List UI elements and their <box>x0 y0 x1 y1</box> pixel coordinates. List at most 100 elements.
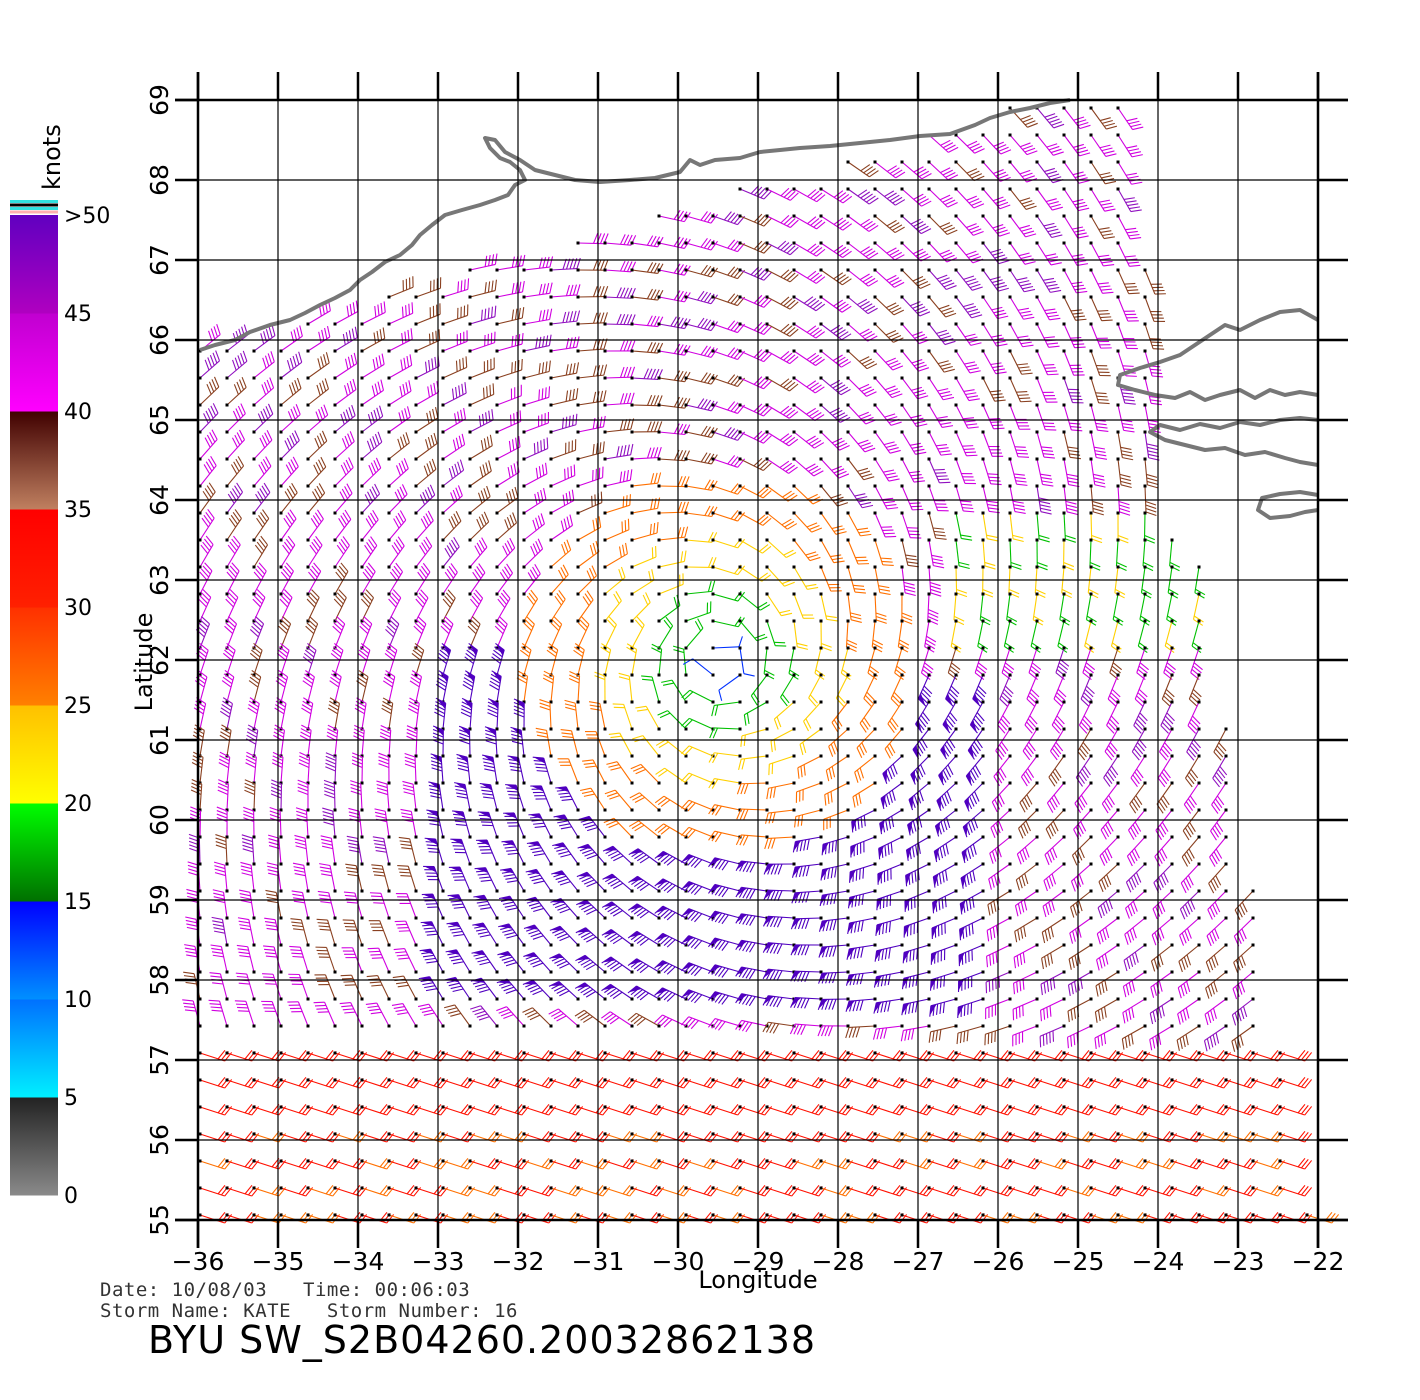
wind-barb <box>740 727 769 747</box>
wind-barb <box>1101 781 1120 814</box>
wind-barb <box>549 362 580 380</box>
wind-barb <box>1179 889 1201 920</box>
legend-overflow-stripe <box>10 210 58 214</box>
wind-barb <box>441 278 470 299</box>
wind-barb <box>612 703 634 731</box>
wind-barb <box>735 913 769 926</box>
wind-barb <box>576 259 609 272</box>
wind-barb <box>385 616 400 650</box>
wind-barb <box>1210 808 1228 841</box>
wind-barb <box>817 997 850 1010</box>
wind-barb <box>657 501 690 515</box>
wind-barb <box>954 295 983 319</box>
wind-barb <box>954 268 983 291</box>
wind-barb <box>1150 943 1174 972</box>
wind-barb <box>577 843 607 866</box>
wind-barb <box>198 403 219 434</box>
wind-barb <box>1089 403 1109 432</box>
wind-barb <box>1231 997 1255 1026</box>
wind-barb <box>1143 376 1162 406</box>
wind-barb <box>1188 673 1202 707</box>
wind-barb <box>423 865 445 893</box>
wind-barb <box>1089 106 1118 130</box>
legend-band <box>10 411 58 510</box>
legend-band <box>10 313 58 412</box>
wind-barb <box>630 592 651 623</box>
wind-barb <box>1203 1024 1228 1052</box>
wind-barb <box>468 434 493 461</box>
wind-barb <box>279 456 299 488</box>
wind-barb <box>1149 997 1174 1025</box>
wind-barb <box>735 939 769 953</box>
wind-barb <box>790 997 823 1009</box>
wind-barb <box>441 356 468 380</box>
wind-barb <box>501 840 526 866</box>
legend-tick-label: 40 <box>64 400 92 425</box>
wind-barb <box>1136 646 1149 681</box>
wind-barb <box>999 673 1014 707</box>
storm-name-label: Storm Name: <box>100 1300 232 1322</box>
wind-barb <box>954 538 970 570</box>
wind-barb <box>819 619 832 652</box>
wind-barb <box>846 160 879 178</box>
legend-tick-label: >50 <box>64 204 110 229</box>
wind-barb <box>468 537 488 569</box>
wind-barb <box>627 985 661 1001</box>
wind-barb <box>765 538 797 558</box>
wind-barb <box>1039 997 1066 1022</box>
wind-barb <box>247 697 260 731</box>
wind-barb <box>576 390 607 407</box>
wind-barb <box>630 262 664 274</box>
wind-barb <box>366 975 391 1001</box>
wind-barb <box>765 457 798 474</box>
wind-barb <box>387 302 414 326</box>
wind-barb <box>1046 781 1066 813</box>
wind-barb <box>1035 268 1062 293</box>
wind-barb <box>1089 511 1103 544</box>
wind-barb <box>302 670 315 704</box>
wind-barb <box>873 430 901 454</box>
wind-barb <box>209 972 229 1001</box>
wind-barb <box>1150 970 1174 998</box>
wind-barb <box>360 431 383 461</box>
wind-barb <box>711 636 743 650</box>
wind-barb <box>225 403 246 434</box>
wind-barb <box>933 835 958 863</box>
wind-barb <box>873 592 887 624</box>
wind-barb <box>398 836 418 866</box>
wind-barb <box>981 538 996 570</box>
wind-barb <box>319 863 337 893</box>
wind-barb <box>513 698 526 731</box>
wind-barb <box>792 565 819 590</box>
wind-barb <box>657 573 684 596</box>
wind-barb <box>441 536 460 569</box>
wind-barb <box>576 616 590 650</box>
wind-barb <box>432 725 445 758</box>
wind-barb <box>495 461 520 488</box>
wind-barb <box>414 536 433 569</box>
wind-barb <box>711 700 742 717</box>
wind-barb <box>1278 1184 1313 1197</box>
wind-barb <box>495 410 522 434</box>
wind-barb <box>630 569 655 596</box>
wind-barb <box>1026 673 1040 707</box>
wind-barb <box>1176 1024 1201 1051</box>
wind-barb <box>1233 916 1255 947</box>
wind-barb <box>268 834 283 866</box>
wind-barb <box>657 476 690 488</box>
wind-barb <box>1156 781 1174 814</box>
wind-barb <box>873 241 905 261</box>
wind-barb <box>655 739 688 758</box>
wind-barb <box>846 241 879 260</box>
wind-barb <box>1206 916 1228 947</box>
wind-barb <box>576 285 609 299</box>
wind-barb <box>248 670 262 704</box>
wind-barb <box>288 973 310 1001</box>
wind-barb <box>1008 457 1028 486</box>
longitude-tick-label: −33 <box>412 1247 465 1276</box>
wind-barb <box>985 970 1012 994</box>
wind-barb <box>360 483 381 515</box>
wind-barb <box>603 340 636 353</box>
wind-barb <box>846 943 877 960</box>
wind-barb <box>765 592 793 617</box>
